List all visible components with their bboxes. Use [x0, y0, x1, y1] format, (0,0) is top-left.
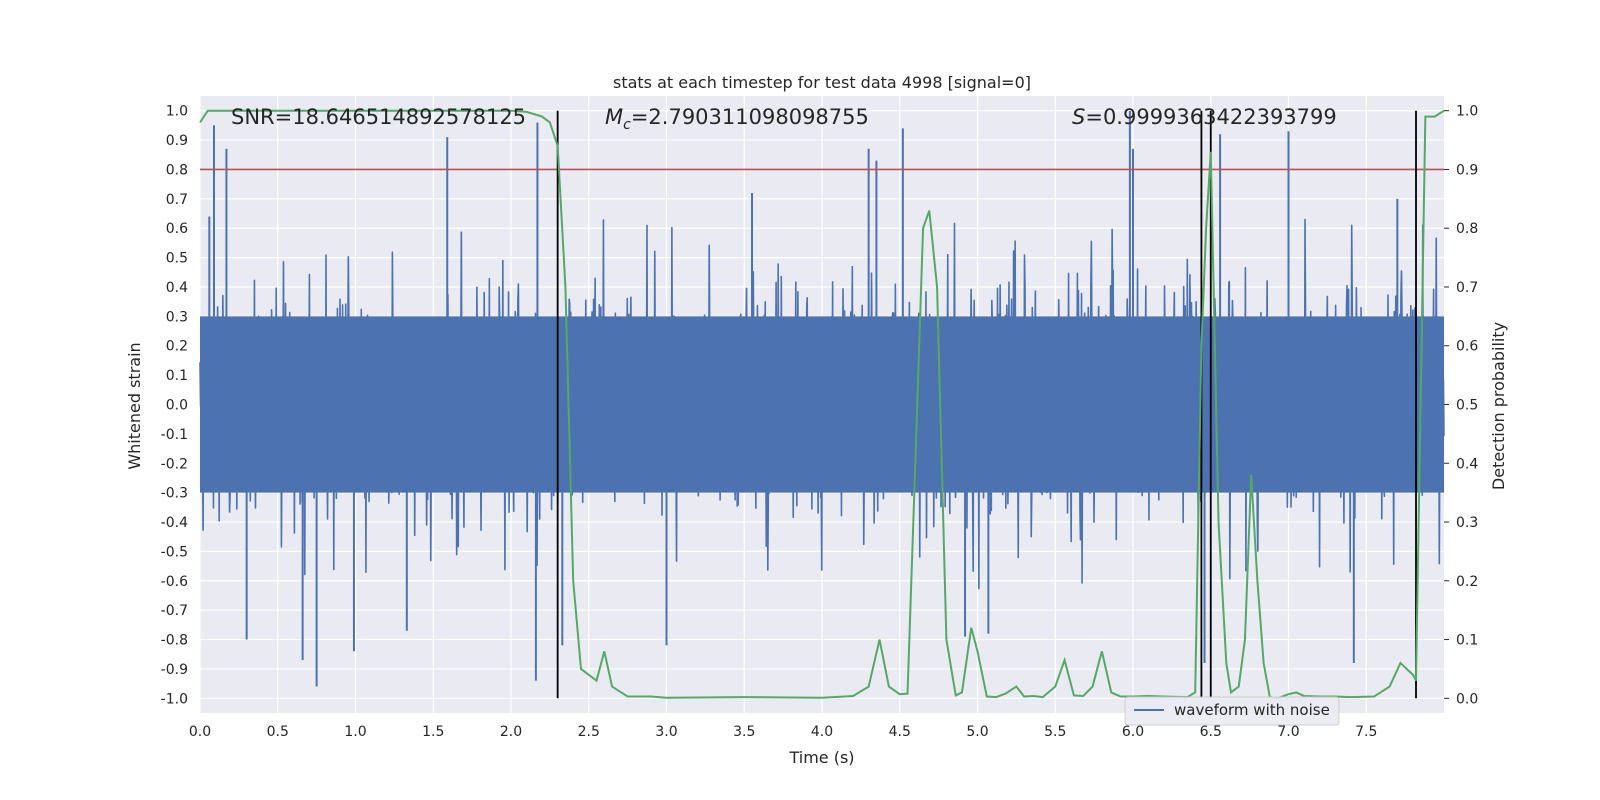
x-tick-label: 0.0 — [189, 724, 211, 740]
mc-symbol: M — [605, 105, 623, 129]
s-symbol: S — [1072, 105, 1085, 129]
x-tick-label: 6.5 — [1200, 724, 1222, 740]
chart-title: stats at each timestep for test data 499… — [613, 73, 1031, 92]
y-tick-label: 0.5 — [166, 251, 188, 267]
overlay-lines — [200, 110, 1444, 699]
y-tick-label: -0.9 — [161, 662, 188, 678]
snr-annotation: SNR=18.646514892578125 — [231, 105, 526, 129]
x-tick-label: 5.0 — [966, 724, 988, 740]
y-tick-label: 0.1 — [166, 368, 188, 384]
y2-tick-label: 0.0 — [1456, 691, 1478, 707]
y-tick-label: -0.7 — [161, 603, 188, 619]
x-axis-label: Time (s) — [788, 748, 854, 767]
y-tick-label: -0.6 — [161, 574, 188, 590]
y-tick-label: 0.9 — [166, 133, 188, 149]
mc-value: =2.790311098098755 — [631, 105, 869, 129]
y-tick-label: 0.6 — [166, 221, 188, 237]
y-tick-label: -0.5 — [161, 544, 188, 560]
y2-tick-label: 0.8 — [1456, 221, 1478, 237]
x-tick-label: 2.5 — [578, 724, 600, 740]
legend-box — [1124, 696, 1340, 726]
x-tick-label: 4.0 — [811, 724, 833, 740]
y2-tick-label: 0.6 — [1456, 339, 1478, 355]
y-tick-label: -0.4 — [161, 515, 188, 531]
y2-tick-label: 0.7 — [1456, 280, 1478, 296]
x-tick-label: 0.5 — [267, 724, 289, 740]
mc-annotation: Mc=2.790311098098755 — [605, 105, 869, 133]
y-tick-label: 1.0 — [166, 104, 188, 120]
s-annotation: S=0.9999363422393799 — [1072, 105, 1337, 129]
y2-axis-label: Detection probability — [1489, 322, 1508, 490]
y-tick-label: 0.8 — [166, 162, 188, 178]
waveform-series — [199, 110, 1445, 687]
y-axis-label: Whitened strain — [125, 342, 144, 469]
y2-tick-label: 1.0 — [1456, 104, 1478, 120]
mc-subscript: c — [623, 117, 631, 133]
y-tick-label: -0.3 — [161, 486, 188, 502]
legend: waveform with noise — [1124, 696, 1340, 726]
x-tick-label: 1.0 — [344, 724, 366, 740]
x-tick-label: 7.5 — [1355, 724, 1377, 740]
y-tick-label: 0.2 — [166, 339, 188, 355]
y-tick-label: 0.7 — [166, 192, 188, 208]
x-tick-label: 3.5 — [733, 724, 755, 740]
y-tick-label: -1.0 — [161, 691, 188, 707]
y2-tick-label: 0.4 — [1456, 456, 1478, 472]
y-tick-label: -0.1 — [161, 427, 188, 443]
y2-tick-label: 0.1 — [1456, 633, 1478, 649]
legend-label: waveform with noise — [1174, 701, 1330, 719]
y-tick-label: -0.2 — [161, 456, 188, 472]
waveform-core — [200, 316, 1444, 493]
y-tick-label: -0.8 — [161, 633, 188, 649]
y2-tick-label: 0.3 — [1456, 515, 1478, 531]
y2-tick-label: 0.9 — [1456, 162, 1478, 178]
y-tick-label: 0.3 — [166, 309, 188, 325]
x-tick-label: 6.0 — [1122, 724, 1144, 740]
x-tick-label: 7.0 — [1277, 724, 1299, 740]
x-tick-label: 4.5 — [889, 724, 911, 740]
y-tick-label: 0.0 — [166, 398, 188, 414]
x-tick-label: 2.0 — [500, 724, 522, 740]
x-tick-label: 1.5 — [422, 724, 444, 740]
x-tick-label: 3.0 — [655, 724, 677, 740]
y2-tick-label: 0.5 — [1456, 398, 1478, 414]
y-tick-label: 0.4 — [166, 280, 188, 296]
y2-tick-label: 0.2 — [1456, 574, 1478, 590]
x-tick-label: 5.5 — [1044, 724, 1066, 740]
s-value: =0.9999363422393799 — [1085, 105, 1336, 129]
tick-labels: 0.0 0.5 1.0 1.5 2.0 2.5 3.0 3.5 4.0 4.5 5.0 5.5 6.0 6… — [161, 104, 1479, 740]
